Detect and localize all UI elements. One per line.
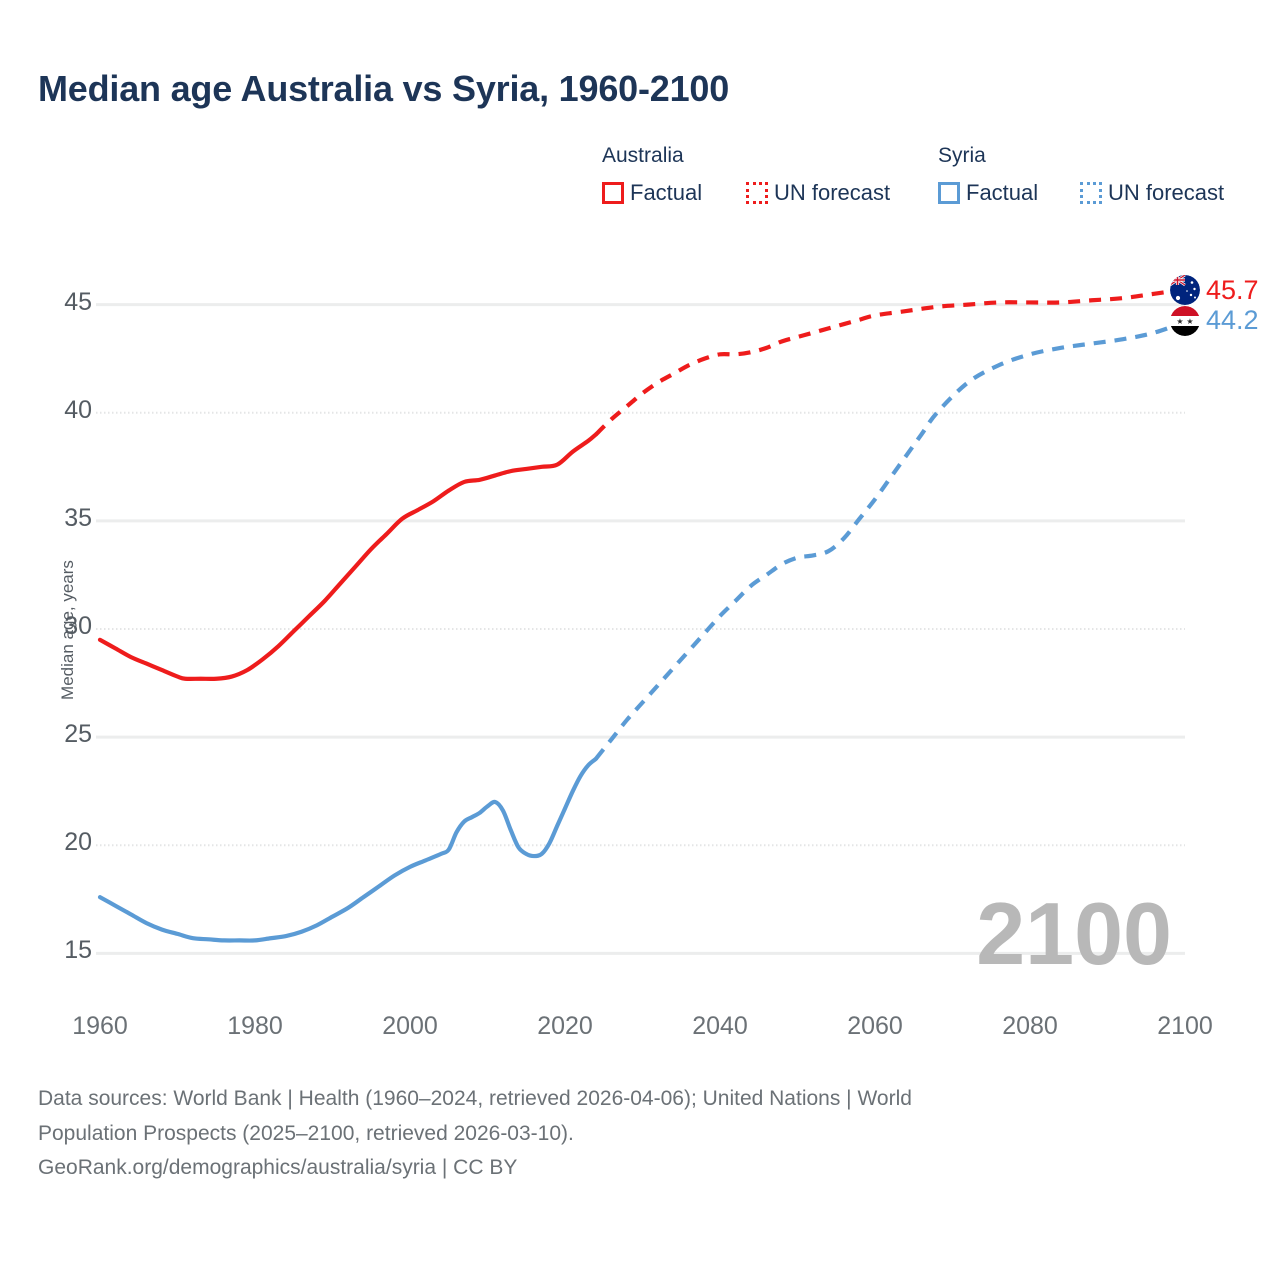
chart-legend: Australia Syria Factual UN forecast Fact… — [598, 144, 1258, 222]
page-title: Median age Australia vs Syria, 1960-2100 — [38, 68, 730, 109]
svg-text:★: ★ — [1186, 317, 1193, 326]
y-axis-tick-label: 35 — [64, 503, 92, 532]
y-axis-tick-label: 40 — [64, 395, 92, 424]
footer-line-2: Population Prospects (2025–2100, retriev… — [38, 1121, 574, 1145]
footer-sources: Data sources: World Bank | Health (1960–… — [38, 1083, 1188, 1185]
legend-item-syria-forecast[interactable]: UN forecast — [1080, 180, 1224, 206]
series-line-factual — [97, 432, 599, 681]
legend-swatch-solid-red — [602, 182, 624, 204]
legend-swatch-dotted-red — [746, 182, 768, 204]
y-axis-tick-label: 25 — [64, 720, 92, 749]
legend-group-australia-title: Australia — [602, 144, 684, 167]
footer-line-1: Data sources: World Bank | Health (1960–… — [38, 1087, 912, 1110]
x-axis-tick-label: 2060 — [847, 1012, 903, 1040]
x-axis-tick-label: 1980 — [227, 1012, 283, 1040]
legend-label: UN forecast — [774, 180, 891, 205]
legend-item-australia-factual[interactable]: Factual — [602, 180, 702, 206]
legend-swatch-dotted-blue — [1080, 182, 1102, 204]
series-line-forecast — [594, 319, 1186, 761]
footer-line-3[interactable]: GeoRank.org/demographics/australia/syria… — [38, 1156, 518, 1180]
y-axis-title: Median age, years — [58, 560, 77, 700]
legend-group-syria-title: Syria — [938, 144, 986, 167]
legend-item-australia-forecast[interactable]: UN forecast — [746, 180, 890, 206]
end-label-syria: 44.2 — [1206, 305, 1259, 335]
x-axis-tick-label: 2100 — [1157, 1012, 1213, 1040]
y-axis-tick-label: 20 — [64, 828, 92, 857]
legend-label: Factual — [966, 180, 1039, 205]
australia-flag-icon — [1170, 275, 1200, 305]
legend-label: UN forecast — [1108, 180, 1225, 205]
x-axis-tick-label: 2020 — [537, 1012, 593, 1040]
legend-item-syria-factual[interactable]: Factual — [938, 180, 1038, 206]
y-axis-tick-label: 45 — [64, 287, 92, 316]
x-axis-tick-label: 2000 — [382, 1012, 438, 1040]
series-line-forecast — [594, 287, 1186, 436]
x-axis-tick-label: 2040 — [692, 1012, 748, 1040]
y-axis-tick-label: 30 — [64, 611, 92, 640]
svg-text:★: ★ — [1176, 317, 1183, 326]
x-axis-tick-label: 1960 — [72, 1012, 128, 1040]
series-line-factual — [97, 756, 599, 943]
legend-swatch-solid-blue — [938, 182, 960, 204]
x-axis-tick-label: 2080 — [1002, 1012, 1058, 1040]
legend-label: Factual — [630, 180, 703, 205]
year-watermark: 2100 — [976, 884, 1172, 983]
y-axis-tick-label: 15 — [64, 936, 92, 965]
end-label-australia: 45.7 — [1206, 275, 1259, 305]
syria-flag-icon: ★ ★ — [1170, 306, 1200, 336]
